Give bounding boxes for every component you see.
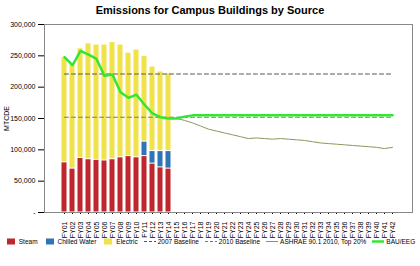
svg-text:FY11: FY11: [141, 221, 148, 237]
svg-text:FY09: FY09: [125, 221, 132, 238]
svg-text:150,000: 150,000: [10, 115, 35, 122]
html-text:2007 Baseline: 2007 Baseline: [157, 238, 199, 245]
svg-text:FY38: FY38: [357, 221, 364, 238]
svg-text:FY30: FY30: [293, 221, 300, 238]
html-text:Steam: Steam: [18, 238, 38, 245]
svg-text:FY33: FY33: [317, 221, 324, 238]
svg-text:FY13: FY13: [157, 221, 164, 238]
svg-text:-: -: [33, 209, 36, 216]
html-text:BAU/EEG: BAU/EEG: [386, 238, 416, 245]
svg-text:FY02: FY02: [69, 221, 76, 238]
svg-text:FY40: FY40: [373, 221, 380, 238]
svg-text:FY06: FY06: [101, 221, 108, 238]
svg-text:FY24: FY24: [245, 221, 252, 238]
svg-text:FY39: FY39: [365, 221, 372, 238]
svg-text:FY26: FY26: [261, 221, 268, 238]
svg-text:FY10: FY10: [133, 221, 140, 238]
svg-text:100,000: 100,000: [10, 146, 35, 153]
svg-text:FY16: FY16: [181, 221, 188, 238]
svg-text:FY37: FY37: [349, 221, 356, 238]
svg-text:FY28: FY28: [277, 221, 284, 238]
svg-text:FY41: FY41: [381, 221, 388, 238]
svg-text:200,000: 200,000: [10, 83, 35, 90]
svg-text:FY21: FY21: [221, 221, 228, 238]
svg-text:FY08: FY08: [117, 221, 124, 238]
html-text:Emissions for Campus Buildings: Emissions for Campus Buildings by Source: [95, 4, 325, 16]
svg-text:FY18: FY18: [197, 221, 204, 238]
svg-text:FY27: FY27: [269, 221, 276, 238]
html-text:2010 Baseline: 2010 Baseline: [218, 238, 261, 245]
svg-text:FY04: FY04: [85, 221, 92, 238]
html-text:Chilled Water: Chilled Water: [57, 238, 97, 245]
svg-text:FY15: FY15: [173, 221, 180, 238]
svg-text:FY07: FY07: [109, 221, 116, 238]
svg-text:FY05: FY05: [93, 221, 100, 238]
svg-text:FY32: FY32: [309, 221, 316, 238]
svg-text:FY42: FY42: [389, 221, 396, 238]
svg-text:FY19: FY19: [205, 221, 212, 238]
svg-text:300,000: 300,000: [10, 21, 35, 28]
html-text:ASHRAE 90.1 2010, Top 20%: ASHRAE 90.1 2010, Top 20%: [280, 238, 367, 245]
svg-text:50,000: 50,000: [14, 177, 36, 184]
svg-text:FY35: FY35: [333, 221, 340, 238]
svg-text:FY12: FY12: [149, 221, 156, 238]
svg-text:MTCDE: MTCDE: [3, 106, 10, 131]
svg-text:FY36: FY36: [341, 221, 348, 238]
svg-text:FY23: FY23: [237, 221, 244, 238]
svg-text:FY03: FY03: [77, 221, 84, 238]
svg-text:FY17: FY17: [189, 221, 196, 238]
svg-text:FY31: FY31: [301, 221, 308, 238]
html-text:Electric: Electric: [116, 238, 138, 245]
svg-text:250,000: 250,000: [10, 52, 35, 59]
svg-text:FY34: FY34: [325, 221, 332, 238]
svg-text:FY14: FY14: [165, 221, 172, 238]
svg-text:FY22: FY22: [229, 221, 236, 238]
svg-text:FY20: FY20: [213, 221, 220, 238]
svg-text:FY25: FY25: [253, 221, 260, 238]
svg-text:FY01: FY01: [61, 221, 68, 238]
svg-text:FY29: FY29: [285, 221, 292, 238]
